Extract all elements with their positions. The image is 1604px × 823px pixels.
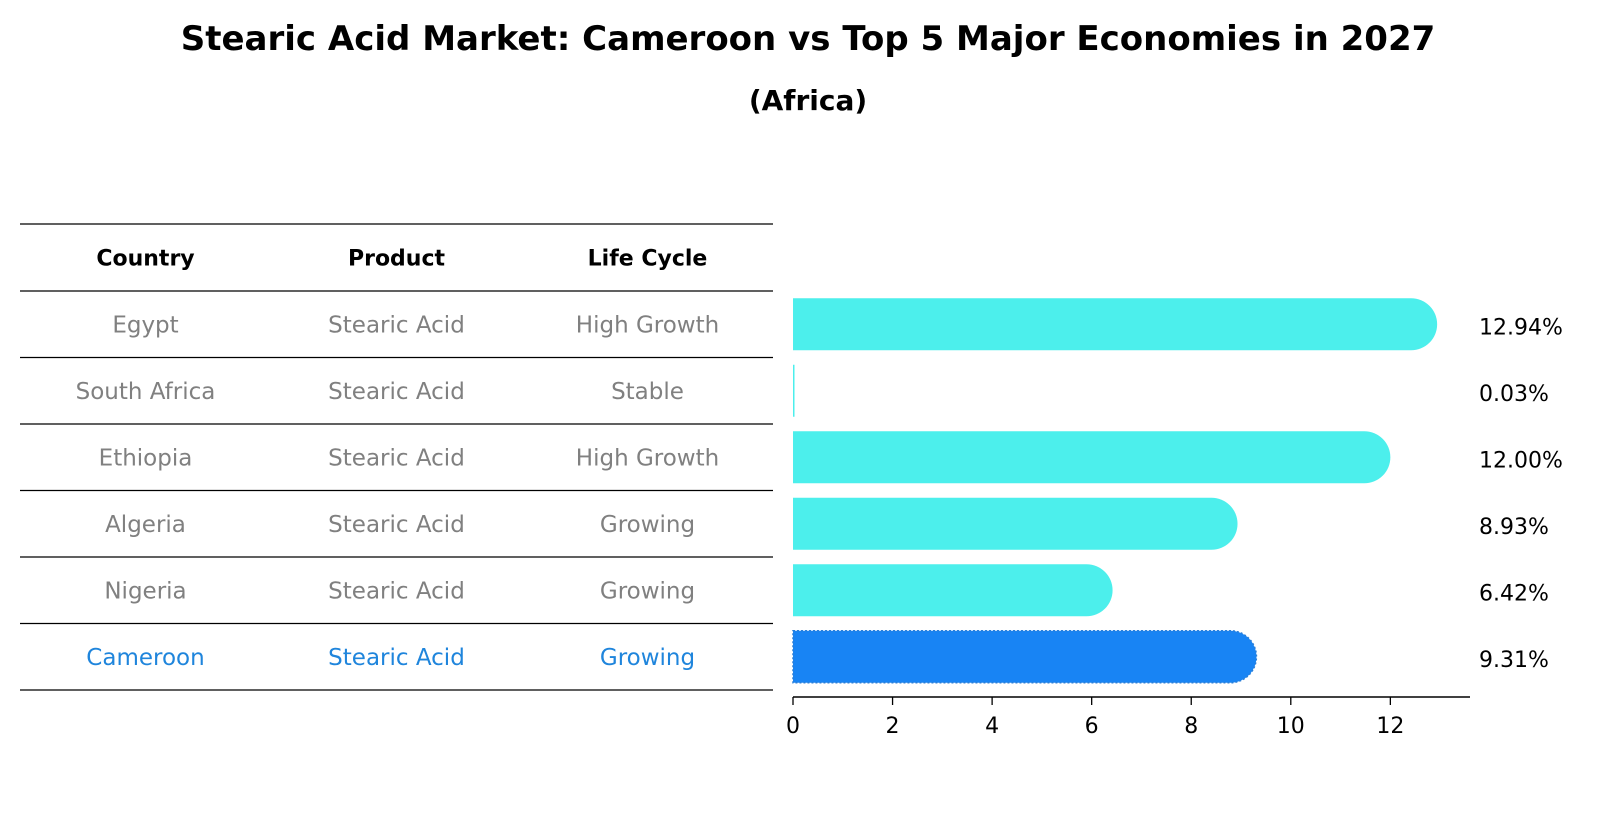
x-tick-label: 8 [1184,714,1198,739]
table-cell: Growing [600,578,695,604]
x-tick-label: 2 [886,714,900,739]
table-cell: Stearic Acid [328,312,465,338]
x-tick-label: 10 [1277,714,1305,739]
table-cell: High Growth [576,312,719,338]
chart-subtitle: (Africa) [749,84,867,117]
table-cell: Growing [600,512,695,538]
table-cell: Ethiopia [99,445,193,471]
x-tick-label: 12 [1376,714,1404,739]
bar-algeria [793,497,1238,550]
bar-south-africa [793,364,795,417]
table-cell: Stearic Acid [328,512,465,538]
bar-value-label: 9.31% [1479,648,1549,673]
table-cell: Algeria [105,512,186,538]
table-cell: Nigeria [104,578,186,604]
x-tick-label: 0 [786,714,800,739]
table-cell: High Growth [576,445,719,471]
bar-value-label: 12.94% [1479,315,1563,340]
table-cell: South Africa [76,379,216,405]
data-table: Country Product Life Cycle Egypt Stearic Aci… [20,223,773,691]
chart-title: Stearic Acid Market: Cameroon vs Top 5 M… [181,19,1436,59]
bar-egypt [793,298,1438,351]
bar-cameroon [792,630,1258,684]
bar-value-label: 8.93% [1479,515,1549,540]
table-cell: Cameroon [86,645,204,671]
table-cell: Stearic Acid [328,578,465,604]
bar-value-label: 12.00% [1479,448,1563,473]
x-tick-label: 6 [1085,714,1099,739]
bar-ethiopia [793,431,1391,484]
bar-nigeria [793,564,1113,617]
x-tick-label: 4 [985,714,999,739]
table-header-cell: Country [96,247,194,272]
table-cell: Stable [611,379,684,405]
table-cell: Stearic Acid [328,645,465,671]
table-header-cell: Product [348,247,446,272]
bar-value-label: 6.42% [1479,581,1549,606]
bar-value-label: 0.03% [1479,382,1549,407]
bar-chart: 12.94% 0.03% 12.00% 8.93% 6.42% 9.31% 0 2 4 6 8 10 1… [786,298,1563,739]
table-cell: Egypt [112,312,178,338]
table-cell: Growing [600,645,695,671]
table-cell: Stearic Acid [328,379,465,405]
table-cell: Stearic Acid [328,445,465,471]
table-header-cell: Life Cycle [588,247,708,272]
